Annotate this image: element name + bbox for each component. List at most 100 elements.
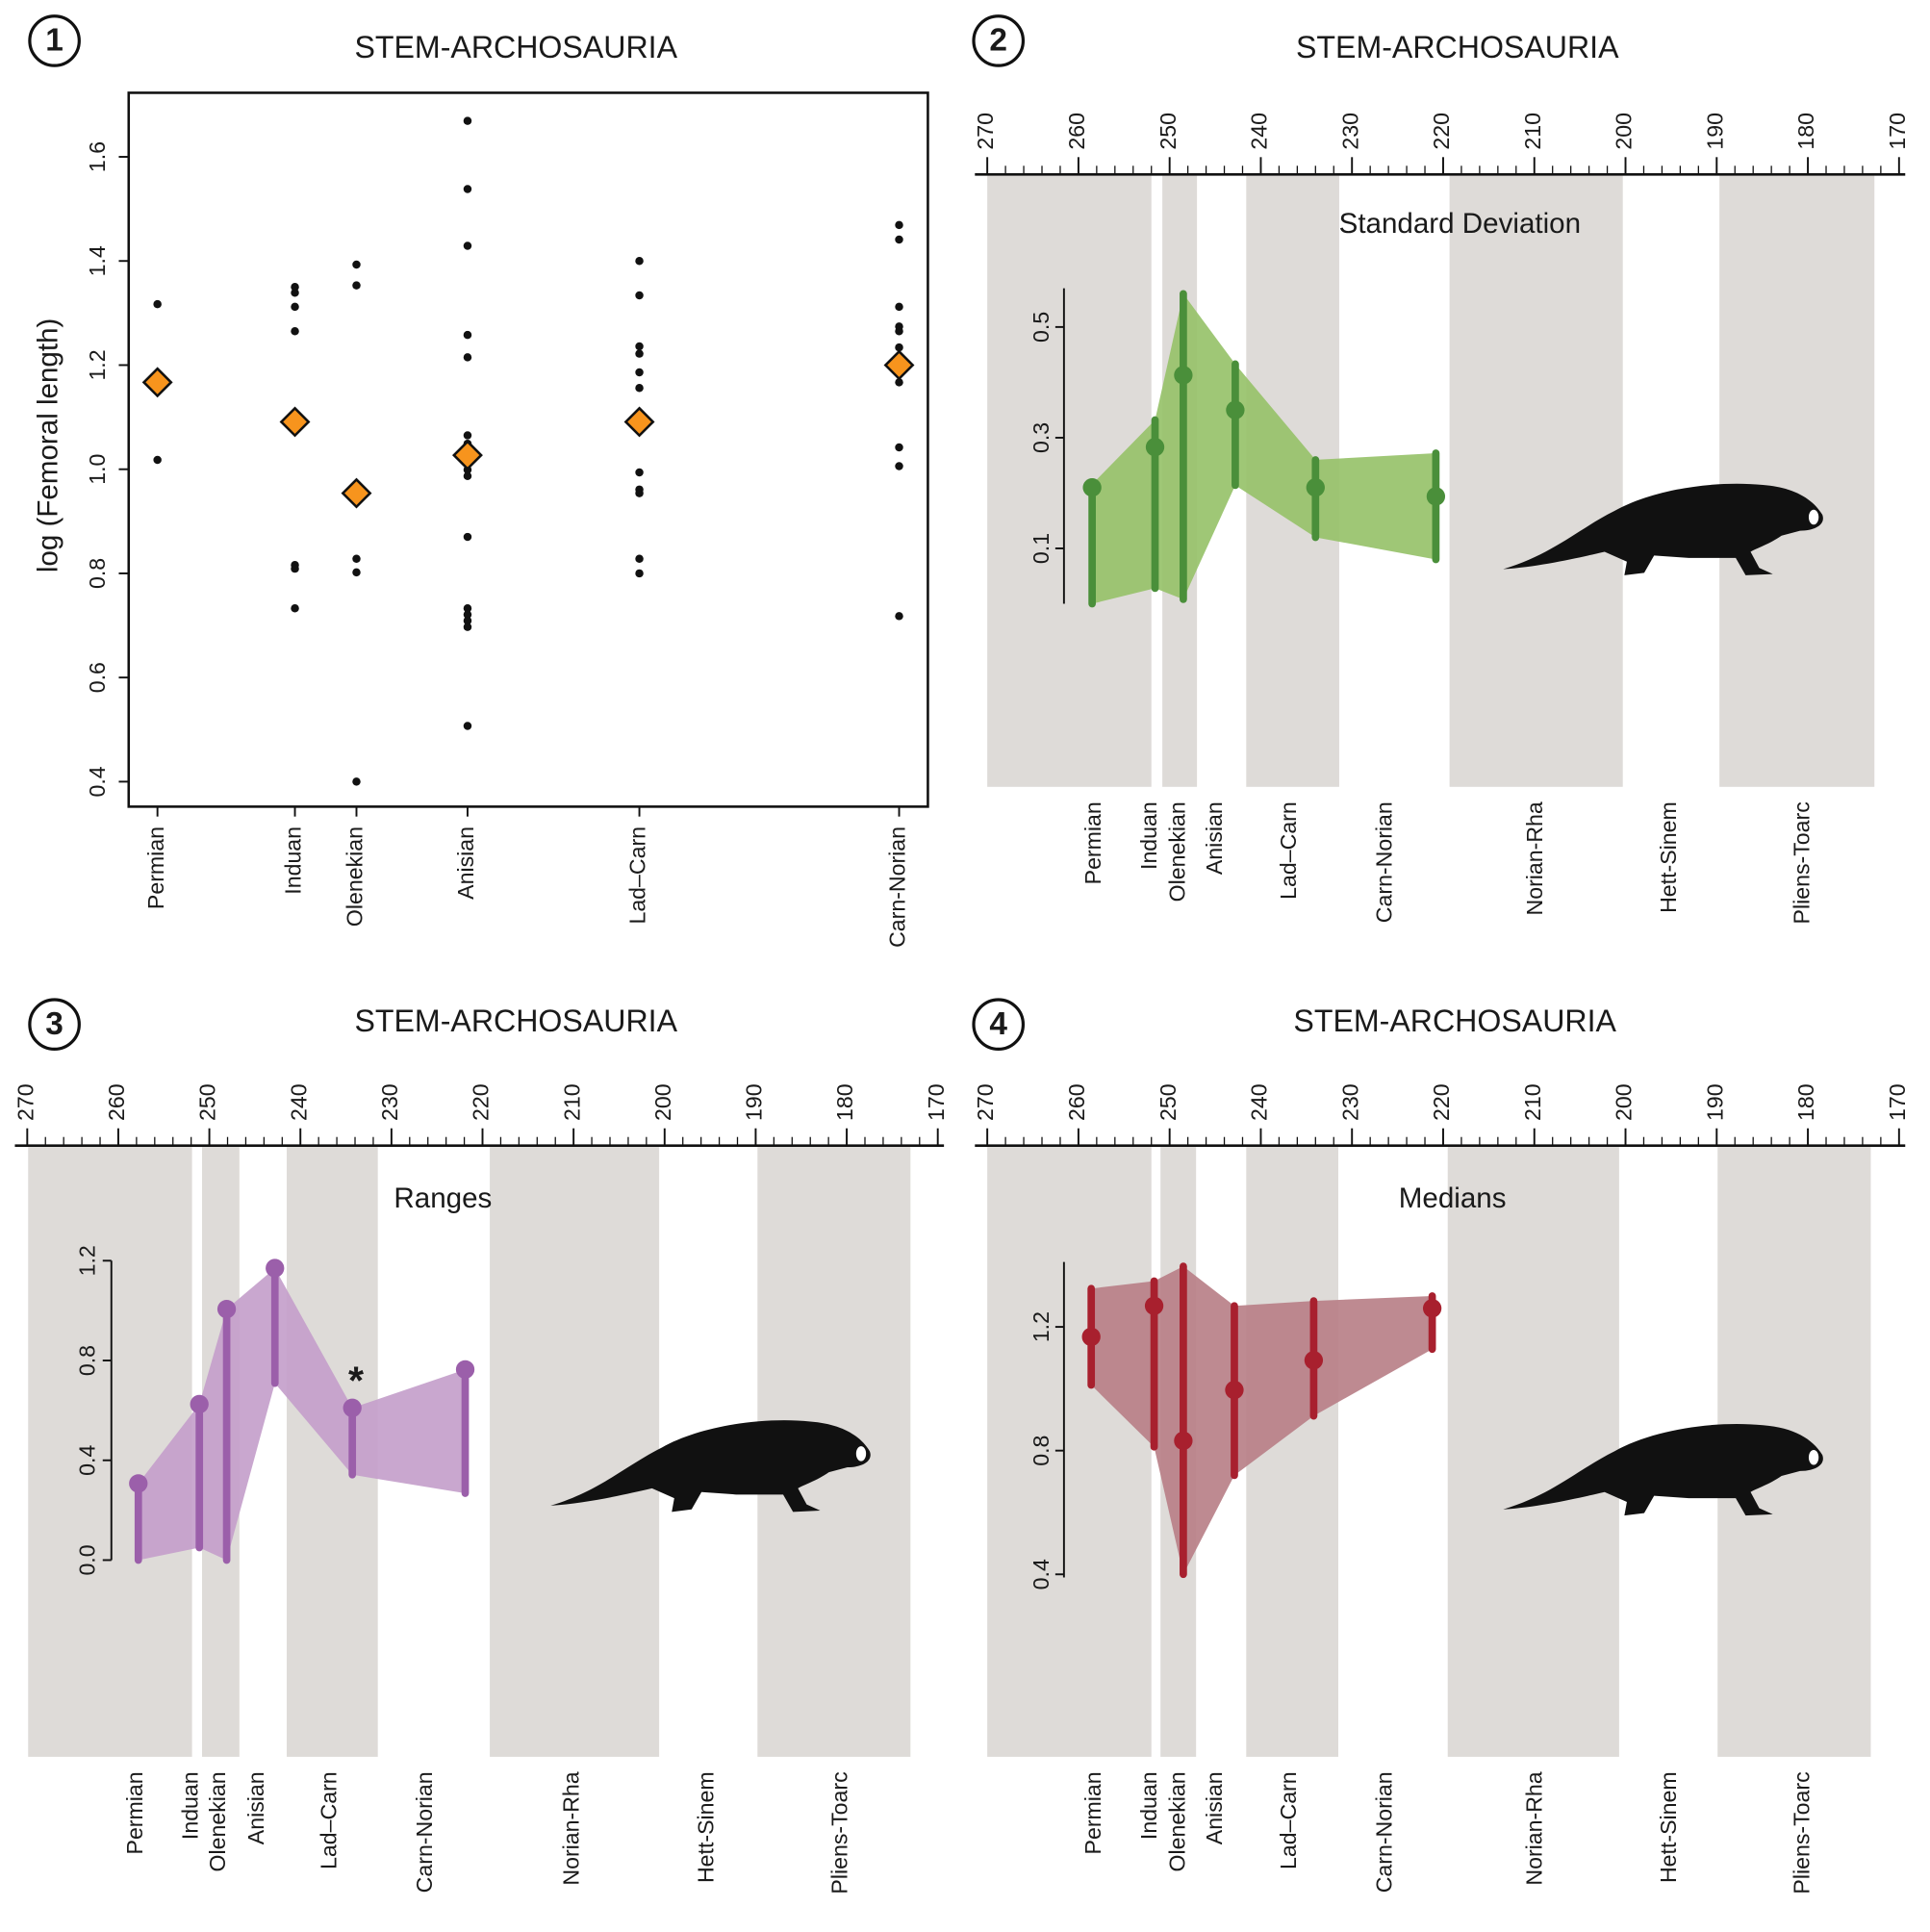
stage-label: Induan <box>1136 1771 1161 1840</box>
y-tick-label: 0.4 <box>1028 1559 1054 1589</box>
data-point <box>1174 366 1193 385</box>
stage-label: Pliens-Toarc <box>1789 1771 1814 1894</box>
data-point <box>463 471 472 480</box>
stage-label: Lad–Carn <box>1276 1771 1301 1869</box>
stage-label: Carn-Norian <box>1371 1771 1396 1893</box>
stage-label: Lad–Carn <box>1276 801 1301 900</box>
x-tick-label: 250 <box>1155 113 1181 150</box>
y-tick-label: 0.6 <box>85 662 110 693</box>
stage-label: Permian <box>1080 1771 1105 1854</box>
y-axis-label: log (Femoral length) <box>32 318 63 573</box>
data-point <box>895 462 903 470</box>
panel-title: STEM-ARCHOSAURIA <box>1296 30 1619 64</box>
data-point <box>635 468 644 477</box>
data-point <box>352 554 361 564</box>
data-point <box>352 260 361 269</box>
panel-title: STEM-ARCHOSAURIA <box>1293 1004 1616 1038</box>
stage-band <box>1447 1146 1619 1757</box>
data-point <box>635 256 644 266</box>
data-point <box>463 242 472 250</box>
data-point <box>895 443 903 452</box>
data-point <box>190 1394 209 1414</box>
data-point <box>153 455 162 465</box>
data-point <box>463 431 472 440</box>
data-point <box>1422 1299 1442 1318</box>
data-point <box>895 235 903 244</box>
y-tick-label: 1.6 <box>85 141 110 172</box>
panel-subtitle: Medians <box>1399 1182 1507 1214</box>
mean-marker <box>883 349 915 381</box>
data-point <box>352 568 361 577</box>
data-point <box>1174 1431 1193 1451</box>
stage-label: Permian <box>122 1771 147 1854</box>
data-point <box>463 116 472 125</box>
data-point <box>266 1258 285 1278</box>
x-tick-label: 260 <box>1064 113 1089 150</box>
annotation: * <box>348 1358 364 1402</box>
panel-number: 4 <box>989 1006 1007 1042</box>
stage-label: Carn-Norian <box>412 1771 437 1893</box>
marks: 1 STEM-ARCHOSAURIA 0.4 0.6 0.8 1.0 1.2 1.4 1.6 lo… <box>13 14 1910 1894</box>
x-tick-label: 170 <box>1885 113 1910 150</box>
panel-number: 1 <box>45 23 63 59</box>
x-tick-label: 200 <box>1612 113 1637 150</box>
stage-label: Hett-Sinem <box>1656 801 1681 913</box>
x-tick-label: Carn-Norian <box>885 826 910 948</box>
data-point <box>635 384 644 393</box>
data-point <box>352 281 361 290</box>
y-tick-label: 1.0 <box>85 454 110 485</box>
x-tick-label: 170 <box>924 1083 949 1121</box>
data-point <box>635 368 644 377</box>
x-tick-label: 230 <box>1337 1083 1362 1121</box>
panel-badge <box>972 14 1026 67</box>
x-tick-label: 190 <box>1702 1083 1727 1121</box>
data-point <box>1226 400 1245 419</box>
x-tick-label: 180 <box>1793 113 1818 150</box>
data-point <box>216 1299 237 1319</box>
x-tick-label: Anisian <box>453 826 478 900</box>
x-tick-label: 230 <box>377 1083 402 1121</box>
stage-label: Olenekian <box>205 1771 230 1871</box>
y-tick-label: 0.1 <box>1028 533 1054 564</box>
x-tick-label: 180 <box>1793 1083 1818 1121</box>
y-tick-label: 1.2 <box>75 1245 100 1276</box>
x-tick-label: 220 <box>1429 1083 1454 1121</box>
stage-band <box>490 1146 660 1757</box>
x-tick-label: 200 <box>650 1083 675 1121</box>
y-tick-label: 0.3 <box>1028 422 1054 453</box>
data-point <box>463 603 472 613</box>
stage-label: Norian-Rha <box>1522 1771 1547 1885</box>
data-point <box>1304 1351 1324 1370</box>
mean-marker <box>623 406 655 438</box>
y-tick-label: 1.4 <box>85 245 110 276</box>
stage-label: Hett-Sinem <box>693 1771 718 1883</box>
stage-label: Hett-Sinem <box>1656 1771 1681 1883</box>
x-tick-label: 270 <box>973 1083 998 1121</box>
data-point <box>635 349 644 358</box>
x-tick-label: 260 <box>1064 1083 1089 1121</box>
panel-title: STEM-ARCHOSAURIA <box>354 30 677 64</box>
data-point <box>895 343 903 352</box>
data-point <box>635 489 644 497</box>
stage-label: Lad–Carn <box>317 1771 342 1869</box>
data-point <box>352 777 361 786</box>
y-tick-label: 1.2 <box>85 349 110 380</box>
stage-label: Permian <box>1080 801 1105 884</box>
x-tick-label: 240 <box>286 1083 311 1121</box>
x-tick-label: Olenekian <box>343 826 368 927</box>
x-tick-label: 240 <box>1247 1083 1272 1121</box>
data-point <box>1081 1327 1101 1347</box>
stage-label: Olenekian <box>1164 801 1189 902</box>
data-point <box>1082 478 1102 497</box>
stage-label: Pliens-Toarc <box>1789 801 1814 924</box>
interval-band <box>1091 1266 1433 1575</box>
mean-marker <box>341 477 372 509</box>
x-tick-label: 210 <box>559 1083 584 1121</box>
data-point <box>463 623 472 631</box>
x-tick-label: 190 <box>742 1083 767 1121</box>
data-point <box>291 603 299 613</box>
stage-label: Olenekian <box>1164 1771 1189 1871</box>
data-point <box>635 291 644 300</box>
mean-marker <box>451 440 483 471</box>
